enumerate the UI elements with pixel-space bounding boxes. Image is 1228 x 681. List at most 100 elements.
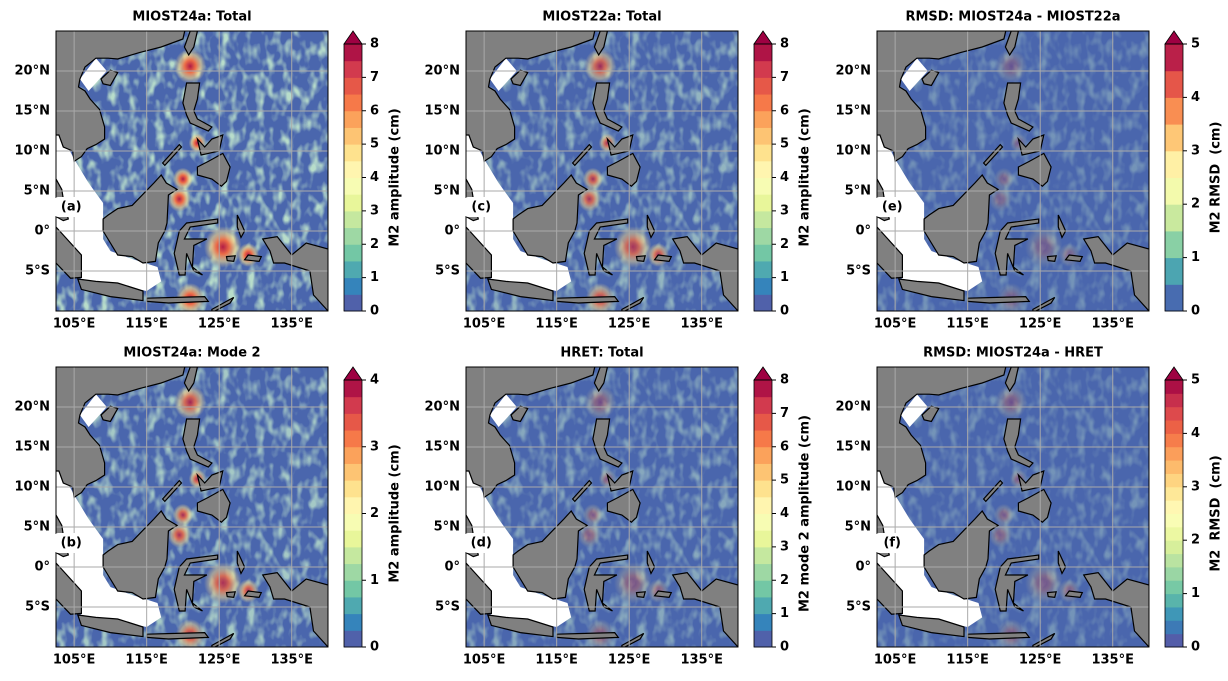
land [146,295,210,304]
map-frame [465,30,739,312]
colorbar-extend [753,30,773,45]
lat-tick-label: 5°S [25,264,50,279]
land [556,631,620,640]
colorbar-band [1165,406,1183,421]
colorbar-band [754,613,772,631]
lon-tick-label: 135°E [270,653,313,668]
land [510,405,529,423]
colorbar-band [1165,380,1183,394]
lat-tick-label: 5°N [845,184,871,199]
colorbar-band [754,480,772,498]
land [76,278,144,302]
panel-label-box [464,533,499,553]
panel-title: MIOST24a: Total [132,10,251,25]
colorbar-tick-label: 6 [780,439,789,454]
hotspot [577,186,601,212]
lon-tick-label: 115°E [125,653,168,668]
colorbar-label: M2 RMSD (cm) [1209,122,1224,234]
colorbar-tick-label: 8 [780,37,789,52]
colorbar-tick-label: 7 [370,70,379,85]
lat-tick-label: 20°N [836,400,871,415]
land [211,632,235,647]
hotspot [988,186,1012,212]
no-data [466,466,572,627]
colorbar-tick-label: 8 [780,373,789,388]
colorbar-band [344,380,362,398]
colorbar-band [344,60,362,78]
panel: RMSD: MIOST24a - MIOST22a 105°E 115°E 125°E… [836,10,1224,332]
colorbar-tick-label: 6 [780,103,789,118]
colorbar-tick-label: 1 [780,270,789,285]
land [621,632,645,647]
colorbar-band [1165,446,1183,461]
map [877,367,1149,647]
lon-tick-label: 125°E [608,317,651,332]
lat-tick-label: 15°N [15,440,50,455]
colorbar-band [1165,540,1183,555]
colorbar-band [1165,580,1183,595]
lon-tick-label: 125°E [1019,653,1062,668]
colorbar-band [1165,620,1183,635]
colorbar-label: M2 amplitude (cm) [388,444,403,582]
lat-tick-label: 20°N [15,400,50,415]
lat-tick-label: 5°N [24,520,50,535]
colorbar-tick-label: 1 [370,573,379,588]
colorbar-tick-label: 4 [780,506,789,521]
colorbar-band [344,446,362,464]
land [183,367,199,393]
land [183,31,199,57]
colorbar-band [1165,526,1183,541]
land [102,510,179,600]
hotspot [584,48,617,84]
colorbar-band [754,244,772,262]
land [1082,235,1149,311]
colorbar-band [754,396,772,414]
colorbar-tick-label: 1 [1191,586,1200,601]
land [923,510,1000,600]
land [621,296,645,311]
colorbar-band [754,277,772,295]
land [606,488,641,523]
colorbar-label: M2 mode 2 amplitude (cm) [798,415,813,612]
lon-tick-label: 105°E [53,653,96,668]
map-frame [876,30,1150,312]
lat-tick-label: 20°N [425,64,460,79]
hotspot [172,503,194,527]
no-data [489,58,517,91]
colorbar-tick-label: 0 [780,304,789,319]
lon-tick-label: 125°E [198,317,241,332]
colorbar-band [754,160,772,178]
no-data [900,58,928,91]
panel-label-box [875,533,910,553]
lat-tick-label: 5°N [24,184,50,199]
lon-tick-label: 135°E [270,317,313,332]
panel-title: MIOST22a: Total [542,10,661,25]
hotspot [1024,562,1063,604]
colorbar-band [1165,633,1183,648]
hotspot [203,226,242,268]
colorbar-band [754,77,772,95]
land [512,510,589,600]
lon-tick-label: 115°E [535,653,578,668]
map [877,31,1149,311]
colorbar-band [1165,97,1183,125]
land [225,591,237,599]
lon-tick-label: 115°E [946,653,989,668]
colorbar-band [754,413,772,431]
lon-tick-label: 105°E [463,653,506,668]
colorbar-tick-label: 4 [1191,90,1200,105]
colorbar-tick-label: 3 [1191,143,1200,158]
lat-tick-label: 0° [34,560,50,575]
lat-tick-label: 0° [444,224,460,239]
land [510,69,529,87]
colorbar-band [754,177,772,195]
no-data [489,394,517,427]
land [606,152,641,187]
panel-label: (e) [882,200,903,215]
colorbar-band [344,630,362,648]
land [225,255,237,263]
colorbar-extend [343,30,363,45]
colorbar-band [1165,257,1183,285]
